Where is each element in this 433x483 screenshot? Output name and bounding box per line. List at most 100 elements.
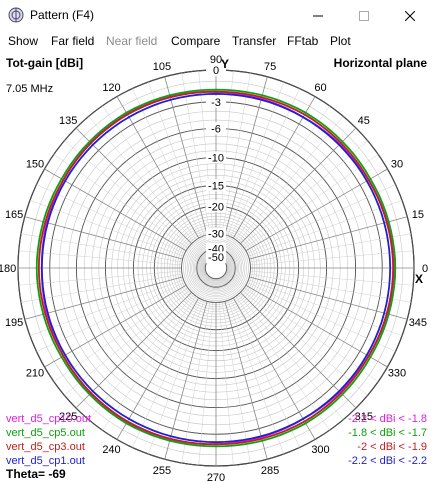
angle-tick-label: 75 (264, 61, 276, 73)
menu-fftab[interactable]: FFtab (287, 34, 319, 48)
angle-tick-label: 300 (311, 444, 329, 456)
angle-gridline (29, 279, 184, 336)
angle-gridline (227, 300, 284, 455)
angle-gridline (224, 301, 268, 460)
window-title: Pattern (F4) (30, 8, 95, 22)
gain-tick-label-bg (206, 200, 226, 213)
gain-tick-label-bg (206, 64, 226, 76)
angle-tick-label: 210 (26, 368, 44, 380)
maximize-icon (359, 10, 369, 21)
angle-tick-label: 345 (409, 317, 427, 329)
angle-gridline (224, 76, 268, 235)
angle-gridline (247, 282, 396, 352)
angle-tick-label: 15 (412, 209, 424, 221)
angle-tick-label: 135 (59, 115, 77, 127)
angle-gridline (232, 96, 316, 239)
angle-gridline (36, 282, 185, 352)
y-axis-marker: Y (221, 57, 229, 71)
angle-gridline (235, 105, 330, 240)
angle-gridline (24, 216, 183, 260)
angle-tick-label: 30 (391, 159, 403, 171)
angle-gridline (75, 292, 192, 409)
angle-tick-label: 270 (207, 472, 225, 483)
angle-gridline (24, 276, 183, 320)
gain-tick-label-bg (206, 179, 226, 192)
angle-tick-label: 240 (102, 444, 120, 456)
gain-tick-label: -10 (208, 152, 224, 164)
angle-gridline (116, 297, 200, 440)
angle-tick-label: 60 (314, 82, 326, 94)
angle-tick-label: 0 (422, 263, 428, 275)
close-button[interactable] (387, 0, 433, 31)
gain-type-label: Tot-gain [dBi] (6, 56, 84, 70)
angle-gridline (198, 302, 214, 466)
angle-gridline (181, 72, 211, 235)
angle-gridline (249, 276, 408, 320)
menu-near-field: Near field (106, 34, 158, 48)
menu-transfer[interactable]: Transfer (232, 34, 277, 48)
angle-gridline (237, 116, 344, 242)
angle-gridline (36, 184, 185, 254)
plane-label: Horizontal plane (333, 56, 427, 70)
angle-gridline (88, 116, 195, 242)
angle-gridline (237, 294, 344, 420)
angle-gridline (102, 296, 197, 431)
gain-tick-label: 0 (213, 65, 219, 77)
gain-tick-label-bg (206, 122, 226, 135)
gain-tick-label: -6 (211, 123, 221, 135)
angle-gridline (240, 292, 357, 409)
angle-gridline (218, 302, 234, 466)
menu-show[interactable]: Show (8, 34, 39, 48)
gain-tick-label-bg (206, 95, 226, 108)
angle-gridline (64, 289, 190, 396)
gain-gridline (189, 241, 243, 295)
angle-gridline (148, 81, 205, 236)
angle-gridline (18, 250, 182, 266)
minimize-button[interactable] (295, 0, 341, 31)
angle-gridline (20, 233, 183, 263)
theta-readout: Theta= -69 (6, 467, 66, 481)
angle-gridline (240, 127, 357, 244)
maximize-button[interactable] (341, 0, 387, 31)
legend-series-range: -1.8 < dBi < -1.7 (348, 427, 427, 439)
angle-gridline (18, 270, 182, 286)
menu-compare[interactable]: Compare (171, 34, 221, 48)
angle-tick-label: 285 (261, 465, 279, 477)
angle-tick-label: 105 (153, 61, 171, 73)
legend-series-range: -2.2 < dBi < -2.2 (348, 455, 427, 467)
angle-tick-label: 225 (59, 411, 77, 423)
pattern-plot-area[interactable]: 0 15 30 45 60 75 90 105 120 135 150 165 180 195 210 225… (0, 51, 433, 483)
angle-gridline (164, 301, 208, 460)
minimize-icon (313, 15, 323, 16)
angle-gridline (250, 270, 414, 286)
legend-series-name: vert_d5_cp10.out (6, 413, 92, 425)
legend-series-name: vert_d5_cp1.out (6, 455, 85, 467)
menu-far-field[interactable]: Far field (51, 34, 95, 48)
menu-plot[interactable]: Plot (330, 34, 351, 48)
angle-gridline (44, 284, 187, 368)
angle-tick-label: 150 (26, 159, 44, 171)
angle-gridline (53, 287, 188, 382)
angle-gridline (244, 154, 379, 249)
angle-gridline (148, 300, 205, 455)
angle-tick-label: 315 (355, 411, 373, 423)
angle-gridline (244, 287, 379, 382)
polar-chart: 0 15 30 45 60 75 90 105 120 135 150 165 180 195 210 225… (0, 54, 428, 483)
series-trace (35, 88, 397, 448)
angle-tick-label: 90 (210, 54, 222, 66)
angle-gridline (20, 273, 183, 303)
angle-tick-label: 45 (358, 115, 370, 127)
angle-gridline (242, 140, 368, 247)
x-axis-marker: X (415, 272, 423, 286)
angle-gridline (181, 301, 211, 464)
angle-gridline (116, 96, 200, 239)
gain-tick-label: -30 (208, 229, 224, 241)
angle-gridline (230, 88, 300, 237)
angle-tick-label: 255 (153, 465, 171, 477)
angle-tick-label: 195 (5, 317, 23, 329)
frequency-label: 7.05 MHz (6, 83, 54, 95)
angle-gridline (248, 200, 403, 257)
angle-gridline (88, 294, 195, 420)
angle-gridline (221, 72, 251, 235)
angle-gridline (232, 297, 316, 440)
